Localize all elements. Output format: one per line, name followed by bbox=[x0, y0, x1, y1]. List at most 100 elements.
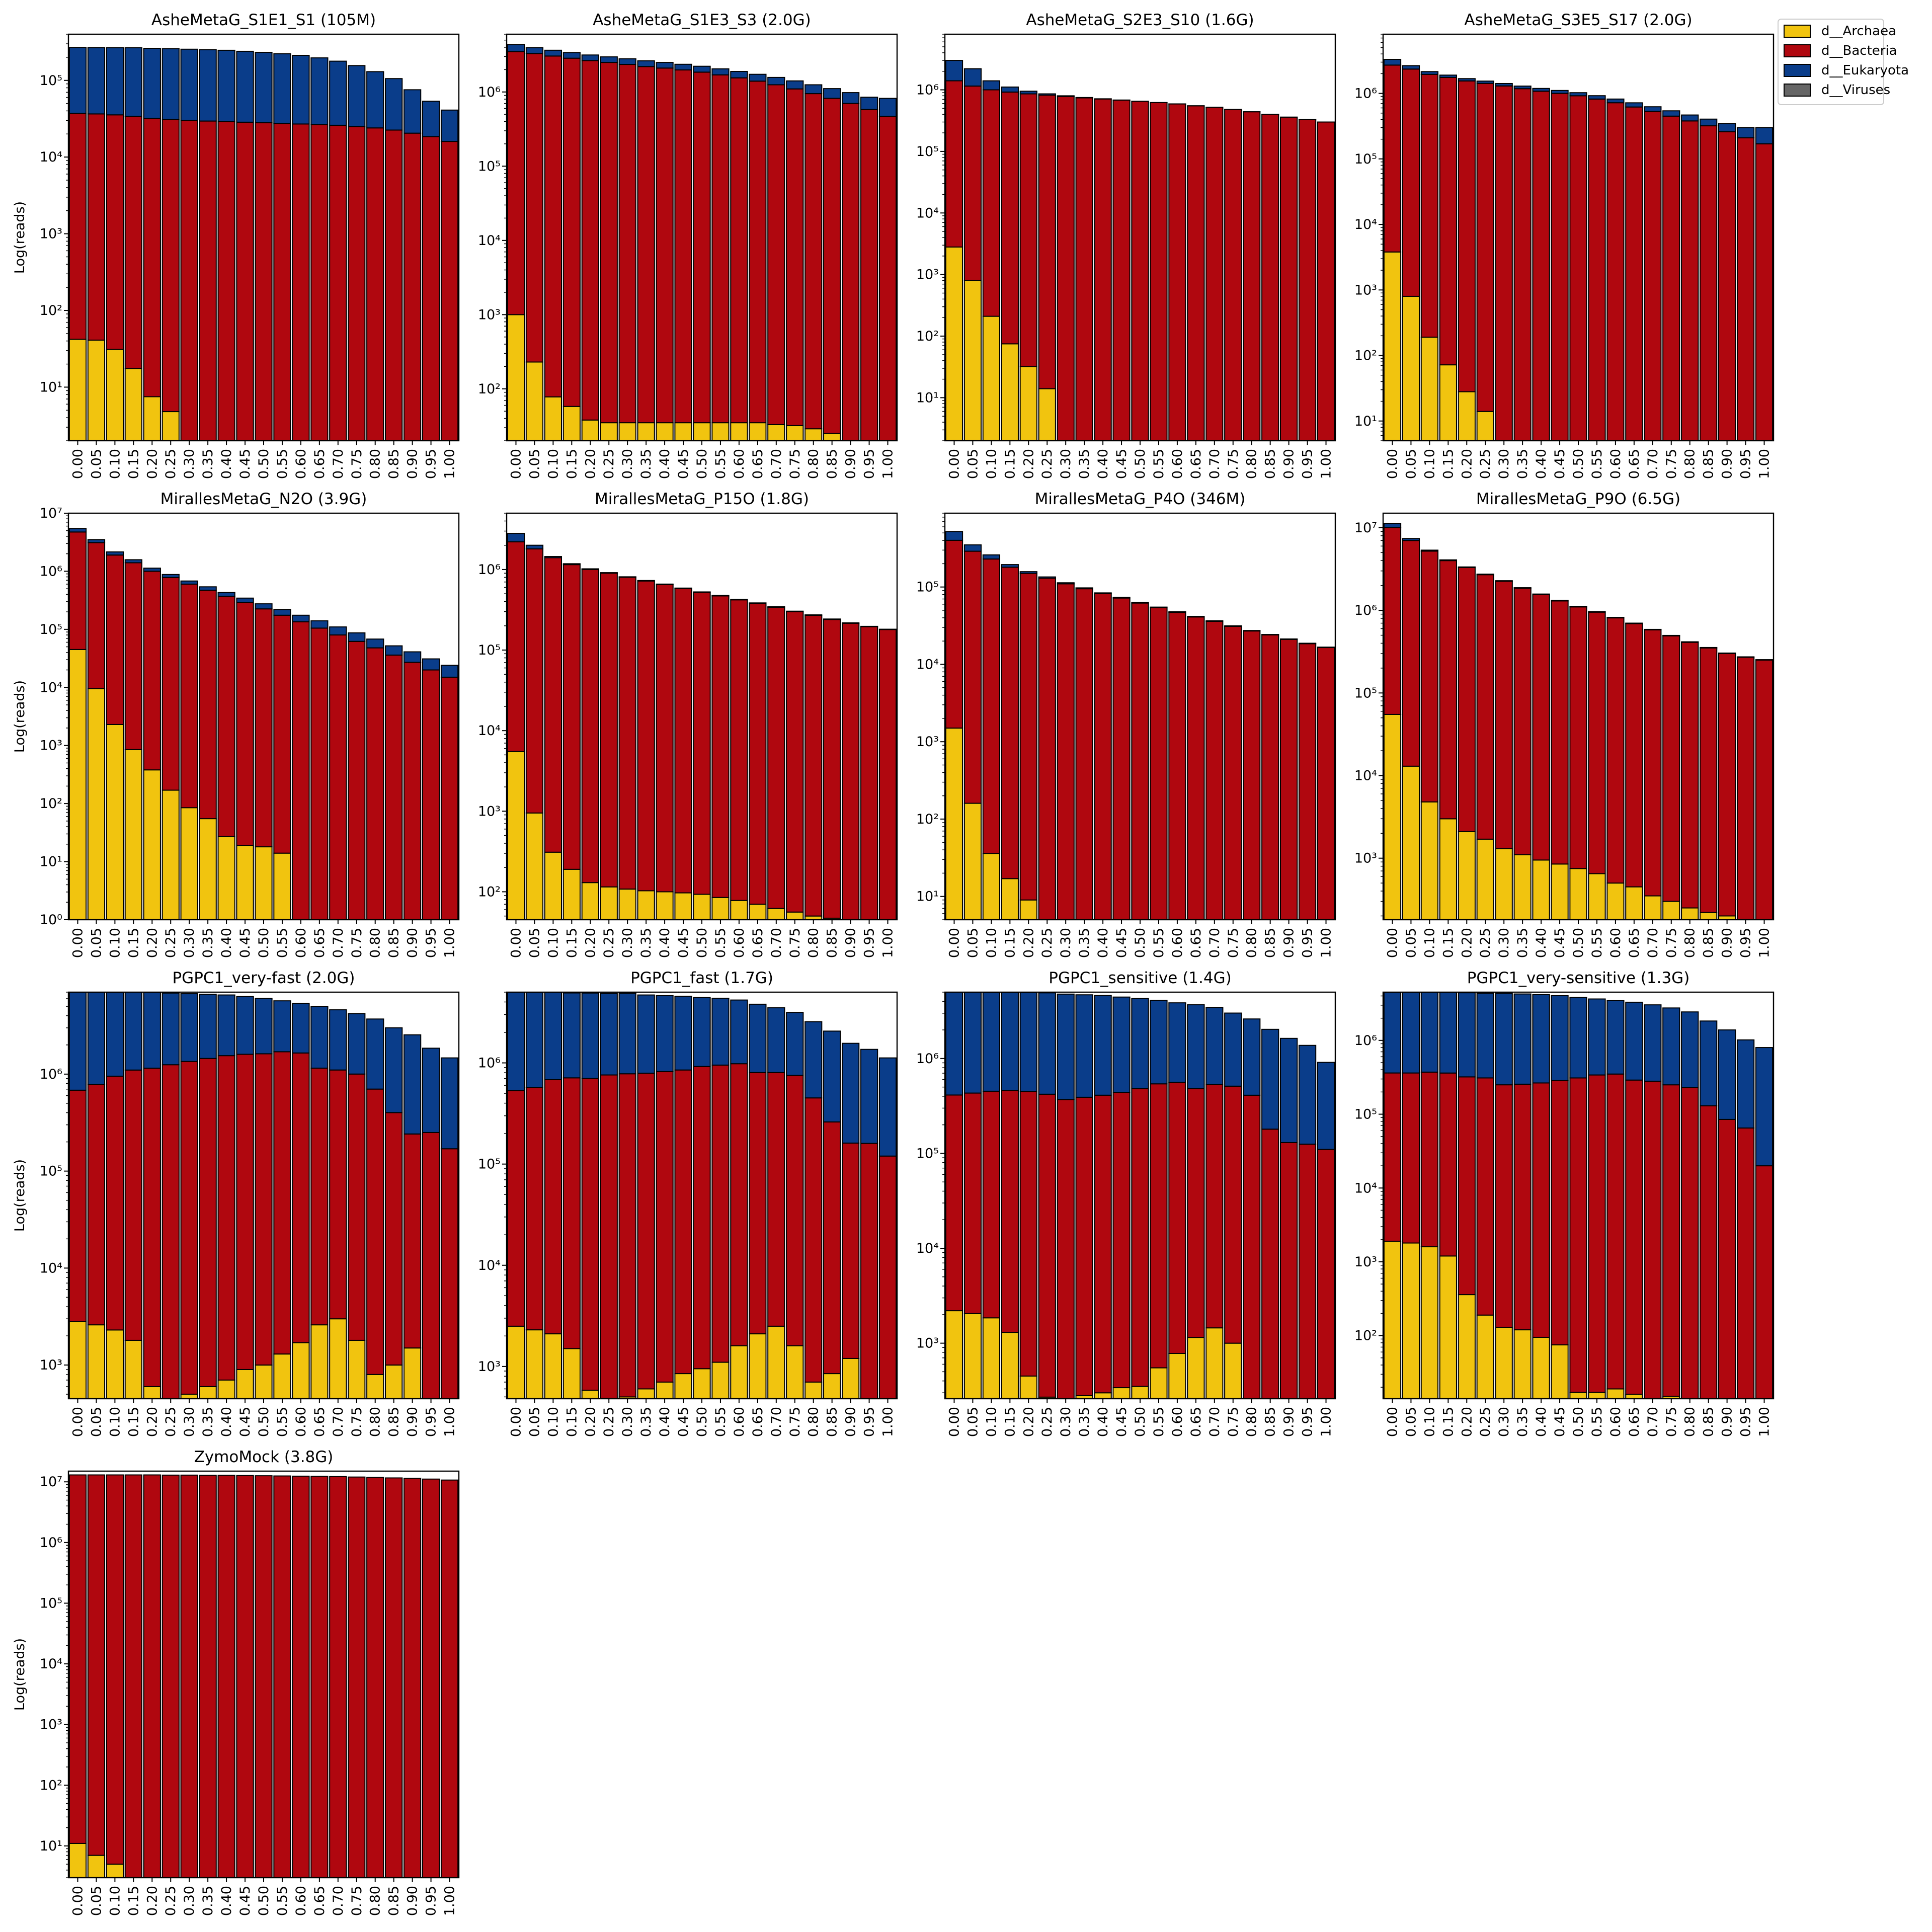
x-tick-label: 0.50 bbox=[1133, 928, 1148, 958]
bar-segment bbox=[618, 993, 636, 1075]
bar-segment bbox=[982, 554, 1001, 560]
x-tick-label: 0.55 bbox=[275, 449, 290, 479]
bar-segment bbox=[1038, 93, 1056, 96]
bar-segment bbox=[106, 723, 124, 920]
x-tick-label: 0.25 bbox=[1039, 928, 1055, 958]
x-tick-label: 0.60 bbox=[732, 1407, 747, 1437]
bar-segment bbox=[963, 1313, 982, 1399]
x-tick-label: 0.45 bbox=[237, 1407, 253, 1437]
bar-segment bbox=[1420, 1246, 1439, 1399]
bar-segment bbox=[656, 584, 674, 893]
x-tick-label: 0.65 bbox=[1188, 449, 1204, 479]
x-tick-label: 0.40 bbox=[1095, 449, 1111, 479]
bar-segment bbox=[1150, 606, 1168, 608]
bar-segment bbox=[1718, 653, 1736, 917]
bar-segment bbox=[162, 411, 180, 441]
bar-segment bbox=[711, 68, 730, 75]
x-tick-label: 0.00 bbox=[508, 1407, 524, 1437]
bar-segment bbox=[124, 559, 142, 564]
bar-segment bbox=[693, 71, 711, 424]
bar-segment bbox=[1551, 1344, 1569, 1399]
bar-segment bbox=[1261, 634, 1279, 920]
bar-segment bbox=[637, 60, 655, 67]
bar-segment bbox=[1420, 549, 1439, 552]
bar-segment bbox=[403, 1478, 422, 1878]
bar-segment bbox=[1187, 616, 1205, 920]
bar-segment bbox=[1513, 993, 1532, 1085]
x-tick-label: 0.15 bbox=[126, 928, 141, 958]
bar-segment bbox=[823, 1121, 841, 1375]
bar-segment bbox=[1075, 587, 1093, 590]
x-tick-label: 0.35 bbox=[638, 1407, 654, 1437]
chart-panel: MirallesMetaG_P15O (1.8G) 10² 10³ 10⁴ 10⁵ 10⁶… bbox=[478, 490, 898, 958]
bar-segment bbox=[600, 1074, 618, 1399]
bar-segment bbox=[982, 89, 1001, 317]
bar-segment bbox=[1187, 105, 1205, 441]
bar-segment bbox=[403, 1133, 422, 1349]
bar-segment bbox=[292, 1052, 310, 1343]
y-tick-label: 10¹ bbox=[40, 1838, 62, 1854]
y-tick-label: 10³ bbox=[916, 267, 939, 283]
bar-segment bbox=[730, 999, 748, 1065]
bar-segment bbox=[68, 1474, 87, 1844]
bar-segment bbox=[217, 836, 235, 920]
legend-entry: d__Bacteria bbox=[1784, 43, 1897, 58]
bar-segment bbox=[1224, 1012, 1242, 1087]
chart-panel: AsheMetaG_S1E3_S3 (2.0G) 10² 10³ 10⁴ 10⁵ 10⁶ 0… bbox=[478, 11, 898, 479]
bar-segment bbox=[581, 568, 599, 570]
bar-segment bbox=[581, 419, 599, 441]
bar-segment bbox=[1019, 91, 1037, 95]
bar-segment bbox=[1439, 818, 1457, 920]
x-tick-label: 0.35 bbox=[200, 928, 216, 958]
bar-segment bbox=[1019, 573, 1037, 901]
x-tick-label: 0.10 bbox=[984, 449, 999, 479]
legend-label: d__Archaea bbox=[1821, 24, 1896, 39]
bar-segment bbox=[711, 74, 730, 424]
x-tick-label: 0.60 bbox=[293, 1407, 309, 1437]
x-tick-label: 0.45 bbox=[1552, 449, 1568, 479]
chart-title: ZymoMock (3.8G) bbox=[194, 1448, 334, 1466]
bar-segment bbox=[1243, 111, 1261, 441]
x-tick-label: 0.60 bbox=[1170, 1407, 1185, 1437]
x-tick-label: 0.85 bbox=[825, 1407, 840, 1437]
bar-segment bbox=[1001, 878, 1019, 920]
bar-segment bbox=[1606, 1073, 1625, 1390]
bar-segment bbox=[544, 1333, 562, 1399]
bar-segment bbox=[1606, 98, 1625, 104]
x-tick-label: 0.10 bbox=[1422, 449, 1437, 479]
x-tick-label: 0.95 bbox=[424, 1886, 439, 1916]
bar-segment bbox=[403, 1034, 422, 1135]
bar-segment bbox=[1551, 93, 1569, 441]
x-tick-label: 0.70 bbox=[1207, 449, 1223, 479]
y-tick-label: 10⁶ bbox=[40, 1535, 62, 1551]
bar-segment bbox=[767, 1325, 785, 1399]
bar-segment bbox=[1383, 1072, 1402, 1242]
bar-segment bbox=[1662, 635, 1680, 902]
bar-segment bbox=[1681, 1087, 1699, 1399]
bar-segment bbox=[310, 1476, 329, 1878]
bar-segment bbox=[1279, 1142, 1298, 1399]
x-tick-label: 0.45 bbox=[1552, 1407, 1568, 1437]
x-tick-label: 0.85 bbox=[1701, 449, 1717, 479]
bar-segment bbox=[1057, 993, 1075, 1100]
bar-segment bbox=[823, 88, 841, 99]
bar-segment bbox=[1402, 538, 1420, 541]
y-tick-label: 10⁵ bbox=[40, 1595, 62, 1611]
bar-segment bbox=[1317, 647, 1335, 920]
y-tick-label: 10⁷ bbox=[40, 1474, 62, 1490]
bar-segment bbox=[600, 62, 618, 424]
y-tick-label: 10⁵ bbox=[40, 73, 62, 89]
bar-segment bbox=[1420, 992, 1439, 1073]
bar-segment bbox=[1383, 59, 1402, 66]
bar-segment bbox=[124, 1339, 142, 1399]
bar-segment bbox=[1279, 116, 1298, 441]
x-tick-label: 0.70 bbox=[769, 1407, 784, 1437]
y-tick-label: 10⁶ bbox=[478, 562, 501, 578]
bar-segment bbox=[525, 1329, 544, 1399]
bar-segment bbox=[366, 1374, 384, 1399]
x-tick-label: 0.45 bbox=[1114, 449, 1130, 479]
x-tick-label: 0.50 bbox=[256, 928, 272, 958]
bar-segment bbox=[878, 628, 897, 630]
x-tick-label: 0.00 bbox=[1385, 928, 1400, 958]
bar-segment bbox=[1513, 1083, 1532, 1331]
